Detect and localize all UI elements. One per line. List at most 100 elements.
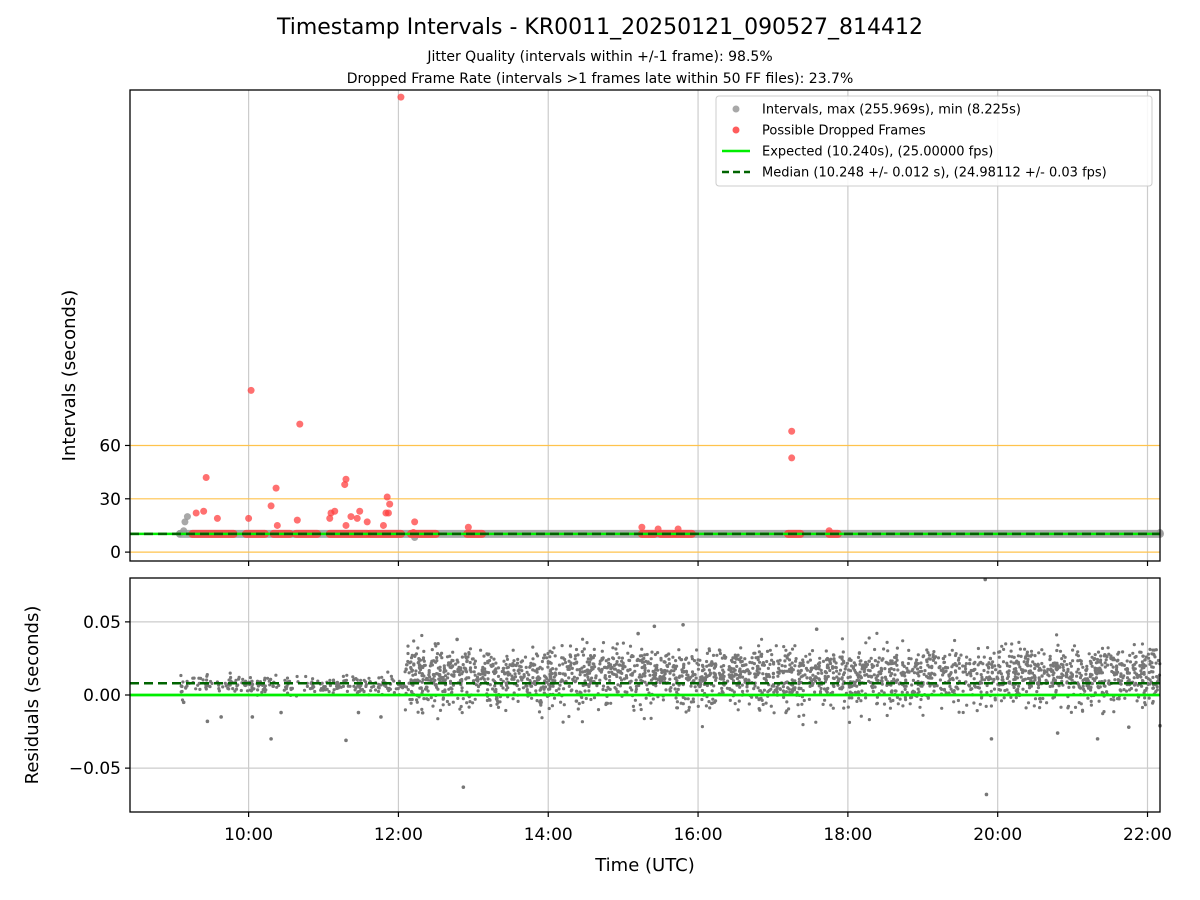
residual-point-2634 [487,697,491,702]
residual-point-2571 [883,667,887,671]
residual-point-1739 [898,697,902,701]
residual-point-215 [369,689,373,693]
residual-point-646 [758,660,762,664]
residual-point-2173 [751,666,755,670]
residual-point-465 [458,707,462,711]
residual-point-2822 [438,665,442,669]
residual-point-997 [687,708,691,712]
residual-point-571 [992,677,996,682]
residual-point-1032 [431,704,435,708]
residual-point-2526 [719,676,723,680]
residual-point-1761 [467,676,471,680]
residual-point-2614 [477,672,481,676]
residual-point-1540 [1001,660,1006,664]
residual-point-799 [517,687,521,691]
residual-point-260 [760,637,764,641]
residual-point-460 [828,668,832,673]
residual-point-1381 [496,705,501,710]
residual-point-2199 [1039,700,1043,704]
residual-point-1715 [776,674,780,678]
residual-point-1937 [561,720,565,724]
residual-point-2063 [665,669,669,673]
residual-point-405 [832,684,836,689]
residual-point-137 [324,688,328,692]
residual-point-2408 [870,674,874,679]
residual-point-2423 [443,688,447,692]
residual-point-2249 [901,661,905,665]
legend-label-2: Expected (10.240s), (25.00000 fps) [762,145,993,160]
residual-point-1588 [993,698,997,702]
residual-point-2669 [777,671,781,675]
residual-point-1333 [1099,671,1103,675]
residual-point-1543 [604,659,608,663]
residual-point-285 [720,656,725,660]
residual-point-2720 [777,662,781,666]
residual-point-2554 [1143,658,1147,662]
residual-point-1941 [705,651,710,656]
residual-point-1882 [667,657,671,661]
dropped-frame-point-5 [247,386,255,394]
residual-point-1845 [557,663,562,667]
residual-point-2386 [668,671,672,675]
residual-point-2564 [698,681,702,685]
residual-point-1507 [584,696,588,701]
residual-point-1893 [547,679,551,683]
residual-point-2056 [790,647,795,651]
residual-point-2790 [422,663,426,668]
residual-point-974 [1075,670,1079,674]
residual-point-930 [932,650,936,654]
residual-outlier-13 [681,623,685,627]
x-tick-label-16:00: 16:00 [674,825,723,845]
residual-point-2608 [995,675,999,679]
residual-point-1904 [710,689,714,693]
residual-point-2596 [573,654,578,658]
residual-point-2377 [648,673,652,677]
residual-point-48 [205,678,209,682]
residual-point-607 [771,675,775,679]
residual-point-1138 [445,655,450,659]
residual-point-2126 [512,668,516,672]
residual-point-1591 [950,676,955,681]
residual-point-2811 [441,703,445,707]
residual-point-2513 [1079,659,1083,663]
residual-point-2599 [668,687,672,692]
residual-point-2349 [590,655,594,660]
residual-point-2358 [433,683,437,687]
residual-point-695 [614,647,618,651]
residual-point-1009 [772,711,776,715]
residual-point-1821 [537,710,542,714]
residual-point-1255 [700,725,705,729]
residual-point-507 [1078,671,1082,675]
residual-point-2841 [890,690,894,694]
residual-point-905 [925,648,929,652]
dropped-frame-point-14 [341,481,349,489]
residual-point-2536 [775,690,779,694]
residual-point-587 [1055,648,1059,653]
residual-point-1992 [627,658,631,663]
residual-point-926 [1030,671,1035,675]
residual-point-2788 [1054,688,1058,693]
residual-point-1285 [853,683,857,688]
residual-point-1825 [711,653,716,658]
residual-point-501 [1042,671,1046,675]
residual-point-2514 [640,654,644,658]
residual-point-1047 [623,690,627,694]
residual-point-1676 [567,684,571,689]
residual-point-2680 [673,687,677,691]
residual-point-1002 [661,698,666,702]
residual-point-1019 [545,677,549,681]
residual-point-2000 [1029,664,1033,668]
residual-point-2805 [824,677,828,682]
residual-point-1671 [1124,689,1129,693]
residual-point-2472 [797,677,802,681]
residual-point-1989 [675,706,680,710]
residual-point-1749 [1142,666,1146,670]
residual-point-1788 [762,688,767,692]
residual-point-2099 [583,679,587,683]
residual-point-1270 [1145,686,1149,690]
residual-point-821 [1156,658,1160,663]
residual-point-243 [239,688,243,693]
residual-point-2306 [655,665,659,669]
residual-point-2067 [1064,674,1068,678]
residual-outlier-19 [1095,737,1100,741]
